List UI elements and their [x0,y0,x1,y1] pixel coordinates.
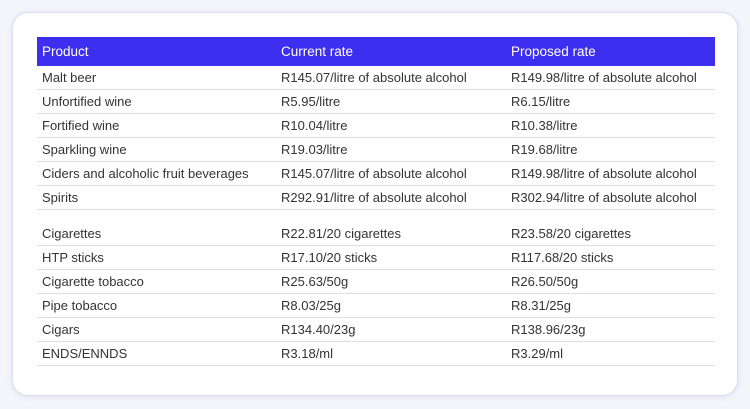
proposed-rate-cell: R26.50/50g [506,269,715,294]
product-cell: Ciders and alcoholic fruit beverages [37,161,276,186]
current-rate-cell: R134.40/23g [276,317,506,342]
table-row: Spirits R292.91/litre of absolute alcoho… [37,185,715,210]
table-row: Sparkling wine R19.03/litre R19.68/litre [37,137,715,162]
current-rate-cell: R3.18/ml [276,341,506,366]
table-row: Unfortified wine R5.95/litre R6.15/litre [37,89,715,114]
table-row: Cigars R134.40/23g R138.96/23g [37,317,715,342]
current-rate-cell: R10.04/litre [276,113,506,138]
proposed-rate-cell: R6.15/litre [506,89,715,114]
proposed-rate-cell: R149.98/litre of absolute alcohol [506,161,715,186]
column-header-current-rate: Current rate [281,44,354,59]
table-row: Malt beer R145.07/litre of absolute alco… [37,66,715,90]
column-header-proposed-rate: Proposed rate [511,44,596,59]
product-cell: Malt beer [37,66,276,90]
column-header-product: Product [42,44,89,59]
product-cell: Unfortified wine [37,89,276,114]
current-rate-cell: R19.03/litre [276,137,506,162]
table-row: Pipe tobacco R8.03/25g R8.31/25g [37,293,715,318]
proposed-rate-cell: R149.98/litre of absolute alcohol [506,66,715,90]
product-cell: Cigars [37,317,276,342]
product-cell: Fortified wine [37,113,276,138]
current-rate-cell: R17.10/20 sticks [276,245,506,270]
current-rate-cell: R292.91/litre of absolute alcohol [276,185,506,210]
table-row: HTP sticks R17.10/20 sticks R117.68/20 s… [37,245,715,270]
product-cell: Cigarette tobacco [37,269,276,294]
current-rate-cell: R25.63/50g [276,269,506,294]
current-rate-cell: R22.81/20 cigarettes [276,222,506,246]
table-header-row: Product Current rate Proposed rate [37,37,715,66]
proposed-rate-cell: R8.31/25g [506,293,715,318]
product-cell: Spirits [37,185,276,210]
current-rate-cell: R8.03/25g [276,293,506,318]
table-body: Malt beer R145.07/litre of absolute alco… [37,66,715,366]
product-cell: Cigarettes [37,222,276,246]
proposed-rate-cell: R117.68/20 sticks [506,245,715,270]
proposed-rate-cell: R19.68/litre [506,137,715,162]
current-rate-cell: R5.95/litre [276,89,506,114]
proposed-rate-cell: R3.29/ml [506,341,715,366]
proposed-rate-cell: R10.38/litre [506,113,715,138]
product-cell: ENDS/ENNDS [37,341,276,366]
table-row: Ciders and alcoholic fruit beverages R14… [37,161,715,186]
current-rate-cell: R145.07/litre of absolute alcohol [276,66,506,90]
product-cell: Pipe tobacco [37,293,276,318]
group-spacer [37,210,715,223]
proposed-rate-cell: R138.96/23g [506,317,715,342]
table-row: Cigarettes R22.81/20 cigarettes R23.58/2… [37,222,715,246]
rates-card: Product Current rate Proposed rate Malt … [12,12,738,396]
current-rate-cell: R145.07/litre of absolute alcohol [276,161,506,186]
proposed-rate-cell: R23.58/20 cigarettes [506,222,715,246]
proposed-rate-cell: R302.94/litre of absolute alcohol [506,185,715,210]
table-row: Cigarette tobacco R25.63/50g R26.50/50g [37,269,715,294]
table-row: ENDS/ENNDS R3.18/ml R3.29/ml [37,341,715,366]
product-cell: Sparkling wine [37,137,276,162]
product-cell: HTP sticks [37,245,276,270]
excise-rates-table: Product Current rate Proposed rate Malt … [37,37,715,366]
table-row: Fortified wine R10.04/litre R10.38/litre [37,113,715,138]
